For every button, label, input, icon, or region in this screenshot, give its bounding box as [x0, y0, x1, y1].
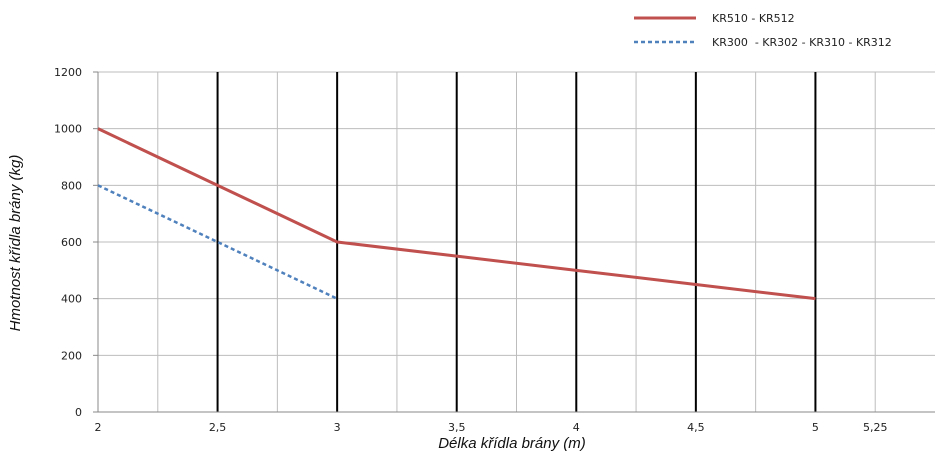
x-tick-label: 2 [95, 421, 102, 434]
y-tick-label: 1200 [54, 66, 82, 79]
y-axis-title: Hmotnost křídla brány (kg) [7, 155, 24, 332]
y-tick-label: 400 [61, 293, 82, 306]
y-tick-label: 200 [61, 349, 82, 362]
y-tick-label: 600 [61, 236, 82, 249]
x-tick-label: 4,5 [687, 421, 705, 434]
y-tick-label: 800 [61, 179, 82, 192]
x-tick-label: 4 [573, 421, 580, 434]
x-tick-label: 5 [812, 421, 819, 434]
y-axis-ticks: 0 200 400 600 800 1000 1200 [54, 66, 82, 419]
series-line-1 [97, 127, 816, 301]
minor-gridlines [97, 71, 935, 412]
x-tick-label: 3 [334, 421, 341, 434]
x-tick-label: 2,5 [209, 421, 227, 434]
x-axis-ticks: 2 2,5 3 3,5 4 4,5 5 5,25 [95, 421, 888, 434]
y-tick-label: 0 [75, 406, 82, 419]
legend: KR510 - KR512 KR300 - KR302 - KR310 - KR3… [634, 12, 892, 49]
legend-label-2: KR300 - KR302 - KR310 - KR312 [712, 36, 892, 49]
series-line-2 [97, 184, 338, 300]
y-tick-label: 1000 [54, 123, 82, 136]
legend-label-1: KR510 - KR512 [712, 12, 795, 25]
x-tick-label: 5,25 [863, 421, 888, 434]
x-tick-label: 3,5 [448, 421, 466, 434]
x-axis-title: Délka křídla brány (m) [438, 435, 586, 452]
series-layer [97, 127, 816, 301]
